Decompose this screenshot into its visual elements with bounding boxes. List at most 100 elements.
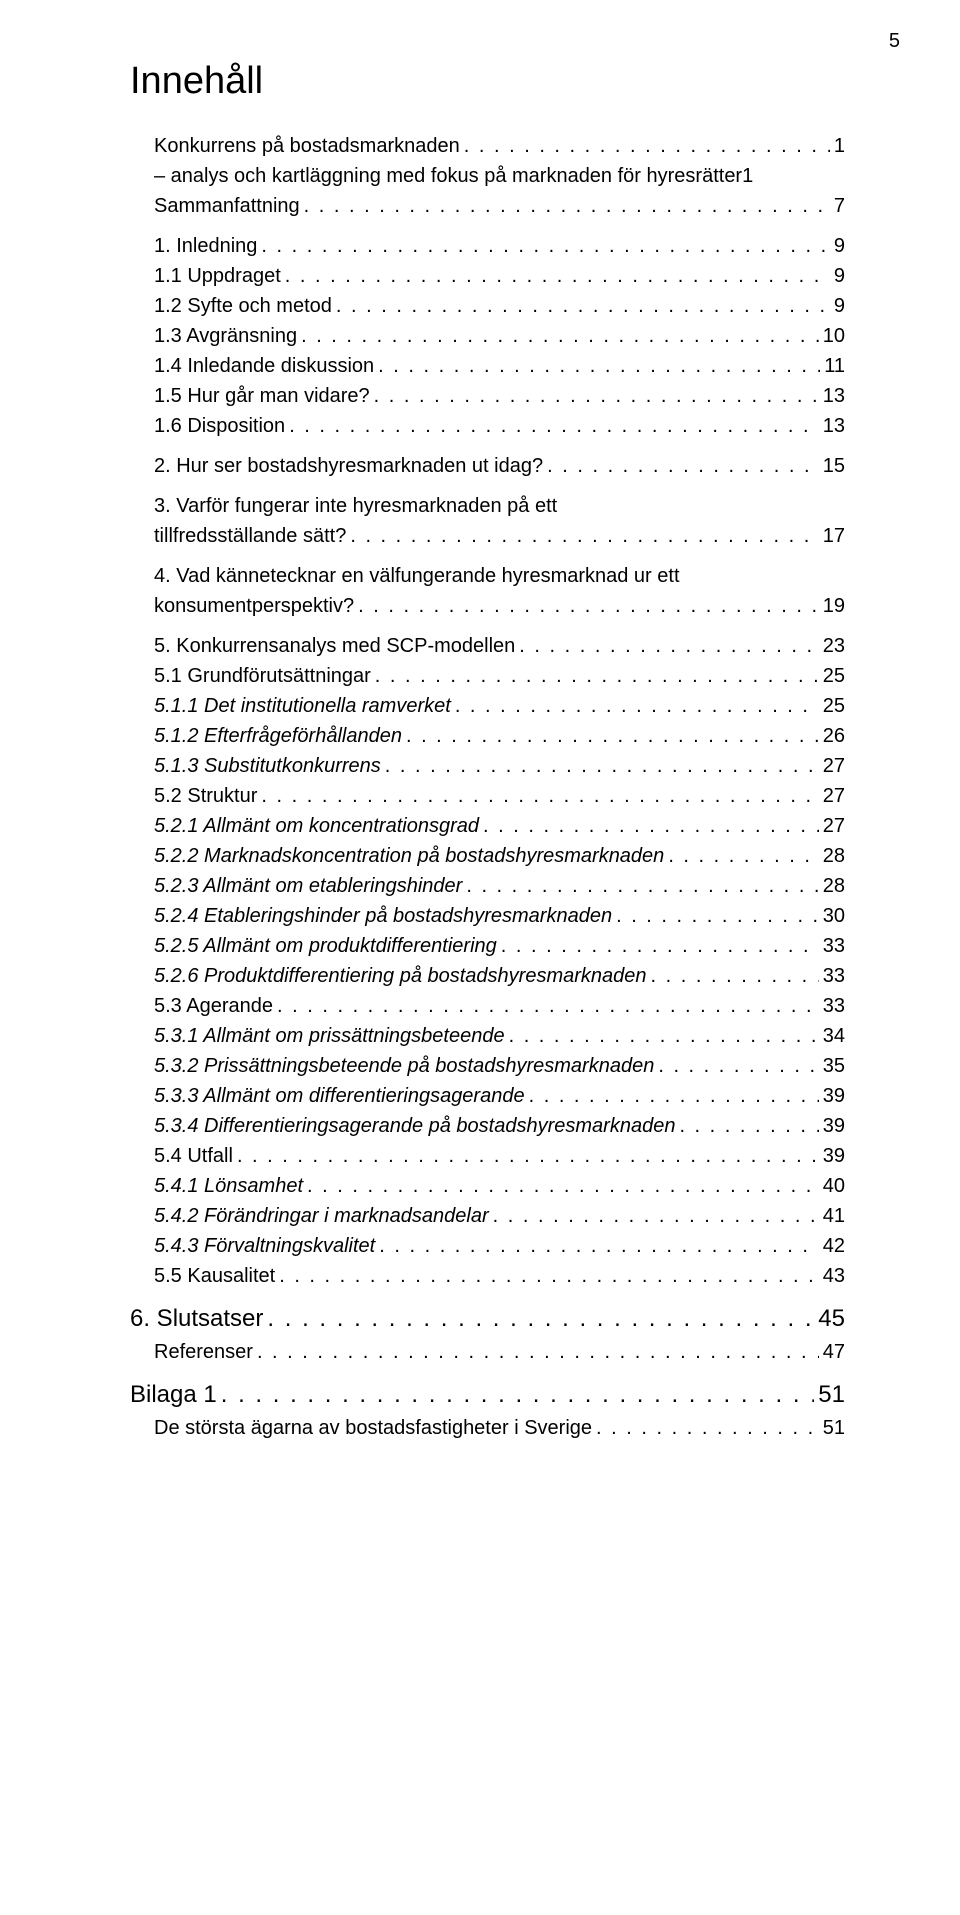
toc-leader-dots: . . . . . . . . . . . . . . . . . . . . … — [303, 1171, 819, 1201]
toc-heading: Innehåll — [130, 60, 845, 103]
toc-leader-dots: . . . . . . . . . . . . . . . . . . . . … — [257, 781, 818, 811]
toc-entry[interactable]: 5.4.3 Förvaltningskvalitet. . . . . . . … — [130, 1231, 845, 1261]
toc-entry[interactable]: 5.2.5 Allmänt om produktdifferentiering.… — [130, 931, 845, 961]
toc-entry[interactable]: 3. Varför fungerar inte hyresmarknaden p… — [130, 491, 845, 551]
toc-entry[interactable]: 4. Vad kännetecknar en välfungerande hyr… — [130, 561, 845, 621]
toc-entry-page: 27 — [819, 811, 845, 841]
toc-entry[interactable]: 6. Slutsatser. . . . . . . . . . . . . .… — [130, 1301, 845, 1337]
toc-entry[interactable]: 5.2 Struktur. . . . . . . . . . . . . . … — [130, 781, 845, 811]
toc-entry-label: Sammanfattning — [154, 191, 300, 221]
toc-leader-dots: . . . . . . . . . . . . . . . . . . . . … — [381, 751, 819, 781]
toc-leader-dots: . . . . . . . . . . . . . . . . . . . . … — [370, 381, 819, 411]
toc-entry[interactable]: 5.5 Kausalitet. . . . . . . . . . . . . … — [130, 1261, 845, 1291]
toc-entry[interactable]: 5.2.3 Allmänt om etableringshinder. . . … — [130, 871, 845, 901]
toc-entry-label: tillfredsställande sätt? — [154, 521, 346, 551]
toc-entry[interactable]: Konkurrens på bostadsmarknaden. . . . . … — [130, 131, 845, 161]
toc-entry[interactable]: 5.2.6 Produktdifferentiering på bostadsh… — [130, 961, 845, 991]
toc-entry-page: 23 — [819, 631, 845, 661]
toc-entry-page: 1 — [830, 131, 845, 161]
toc-leader-dots: . . . . . . . . . . . . . . . . . . . . … — [371, 661, 819, 691]
toc-entry-page: 27 — [819, 751, 845, 781]
toc-entry-label: 5. Konkurrensanalys med SCP-modellen — [154, 631, 515, 661]
toc-entry-label: 1.6 Disposition — [154, 411, 285, 441]
toc-entry[interactable]: 5.3 Agerande. . . . . . . . . . . . . . … — [130, 991, 845, 1021]
toc-entry[interactable]: 5.2.4 Etableringshinder på bostadshyresm… — [130, 901, 845, 931]
toc-entry-page: 10 — [819, 321, 845, 351]
toc-entry[interactable]: Referenser. . . . . . . . . . . . . . . … — [130, 1337, 845, 1367]
toc-entry-page: 33 — [819, 931, 845, 961]
toc-leader-dots: . . . . . . . . . . . . . . . . . . . . … — [346, 521, 818, 551]
toc-entry-page: 27 — [819, 781, 845, 811]
toc-entry-label: 1.3 Avgränsning — [154, 321, 297, 351]
toc-entry-label: 5.2.2 Marknadskoncentration på bostadshy… — [154, 841, 664, 871]
toc-leader-dots: . . . . . . . . . . . . . . . . . . . . … — [285, 411, 819, 441]
toc-entry-label: 5.4 Utfall — [154, 1141, 233, 1171]
toc-leader-dots: . . . . . . . . . . . . . . . . . . . . … — [253, 1337, 819, 1367]
toc-entry[interactable]: 5.1.1 Det institutionella ramverket. . .… — [130, 691, 845, 721]
toc-entry-label: 5.1 Grundförutsättningar — [154, 661, 371, 691]
toc-entry[interactable]: 1.4 Inledande diskussion. . . . . . . . … — [130, 351, 845, 381]
toc-entry[interactable]: 1.5 Hur går man vidare?. . . . . . . . .… — [130, 381, 845, 411]
toc-entry[interactable]: 1.3 Avgränsning. . . . . . . . . . . . .… — [130, 321, 845, 351]
toc-entry[interactable]: 5.3.4 Differentieringsagerande på bostad… — [130, 1111, 845, 1141]
toc-entry[interactable]: 5.2.1 Allmänt om koncentrationsgrad. . .… — [130, 811, 845, 841]
toc-entry[interactable]: Bilaga 1. . . . . . . . . . . . . . . . … — [130, 1377, 845, 1413]
toc-leader-dots: . . . . . . . . . . . . . . . . . . . . … — [300, 191, 830, 221]
toc-leader-dots: . . . . . . . . . . . . . . . . . . . . … — [462, 871, 818, 901]
toc-entry[interactable]: 5.3.1 Allmänt om prissättningsbeteende. … — [130, 1021, 845, 1051]
toc-entry-page: 35 — [819, 1051, 845, 1081]
toc-entry-page: 9 — [830, 261, 845, 291]
toc-entry[interactable]: 5. Konkurrensanalys med SCP-modellen. . … — [130, 631, 845, 661]
toc-entry[interactable]: 1. Inledning. . . . . . . . . . . . . . … — [130, 231, 845, 261]
toc-entry[interactable]: Sammanfattning. . . . . . . . . . . . . … — [130, 191, 845, 221]
toc-entry[interactable]: 5.1 Grundförutsättningar. . . . . . . . … — [130, 661, 845, 691]
toc-entry-page: 13 — [819, 381, 845, 411]
toc-leader-dots: . . . . . . . . . . . . . . . . . . . . … — [515, 631, 818, 661]
toc-entry[interactable]: 2. Hur ser bostadshyresmarknaden ut idag… — [130, 451, 845, 481]
toc-entry[interactable]: 5.4 Utfall. . . . . . . . . . . . . . . … — [130, 1141, 845, 1171]
toc-entry-page: 41 — [819, 1201, 845, 1231]
toc-leader-dots: . . . . . . . . . . . . . . . . . . . . … — [281, 261, 830, 291]
toc-entry-label: 5.4.2 Förändringar i marknadsandelar — [154, 1201, 489, 1231]
toc-entry-page: 9 — [830, 231, 845, 261]
toc-entry-label: konsumentperspektiv? — [154, 591, 354, 621]
toc-entry-page: 28 — [819, 841, 845, 871]
toc-entry[interactable]: 1.2 Syfte och metod. . . . . . . . . . .… — [130, 291, 845, 321]
toc-entry-label: 5.1.2 Efterfrågeförhållanden — [154, 721, 402, 751]
toc-entry[interactable]: De största ägarna av bostadsfastigheter … — [130, 1413, 845, 1443]
toc-entry-page: 39 — [819, 1081, 845, 1111]
toc-entry[interactable]: 5.1.2 Efterfrågeförhållanden. . . . . . … — [130, 721, 845, 751]
toc-entry[interactable]: 5.2.2 Marknadskoncentration på bostadshy… — [130, 841, 845, 871]
toc-page: 5 Innehåll Konkurrens på bostadsmarknade… — [0, 0, 960, 1503]
toc-entry[interactable]: 1.6 Disposition. . . . . . . . . . . . .… — [130, 411, 845, 441]
toc-entry-label: 1.1 Uppdraget — [154, 261, 281, 291]
toc-entry-page: 51 — [814, 1377, 845, 1413]
toc-entry[interactable]: 1.1 Uppdraget. . . . . . . . . . . . . .… — [130, 261, 845, 291]
toc-entry[interactable]: 5.3.3 Allmänt om differentieringsagerand… — [130, 1081, 845, 1111]
toc-entry-page: 17 — [819, 521, 845, 551]
toc-entry-label: 2. Hur ser bostadshyresmarknaden ut idag… — [154, 451, 543, 481]
toc-entry-label: 5.2.3 Allmänt om etableringshinder — [154, 871, 462, 901]
toc-entry-label: 1.4 Inledande diskussion — [154, 351, 374, 381]
toc-leader-dots: . . . . . . . . . . . . . . . . . . . . … — [664, 841, 818, 871]
toc-entry-page: 11 — [820, 351, 845, 381]
toc-entry-page: 13 — [819, 411, 845, 441]
toc-entry-label: 5.3.2 Prissättningsbeteende på bostadshy… — [154, 1051, 654, 1081]
toc-entry-label: 1. Inledning — [154, 231, 257, 261]
toc-entry-page: 26 — [819, 721, 845, 751]
toc-entry-label: 5.2.1 Allmänt om koncentrationsgrad — [154, 811, 479, 841]
toc-leader-dots: . . . . . . . . . . . . . . . . . . . . … — [497, 931, 819, 961]
toc-entry-label: 5.4.1 Lönsamhet — [154, 1171, 303, 1201]
toc-entry-label: 5.2 Struktur — [154, 781, 257, 811]
toc-leader-dots: . . . . . . . . . . . . . . . . . . . . … — [505, 1021, 819, 1051]
toc-entry[interactable]: – analys och kartläggning med fokus på m… — [130, 161, 845, 191]
toc-entry[interactable]: 5.4.1 Lönsamhet. . . . . . . . . . . . .… — [130, 1171, 845, 1201]
toc-entry-page: 15 — [819, 451, 845, 481]
toc-entry-page: 25 — [819, 661, 845, 691]
toc-entry[interactable]: 5.4.2 Förändringar i marknadsandelar. . … — [130, 1201, 845, 1231]
toc-list: Konkurrens på bostadsmarknaden. . . . . … — [130, 131, 845, 1443]
toc-entry-page: 39 — [819, 1111, 845, 1141]
toc-entry[interactable]: 5.3.2 Prissättningsbeteende på bostadshy… — [130, 1051, 845, 1081]
toc-leader-dots: . . . . . . . . . . . . . . . . . . . . … — [647, 961, 819, 991]
toc-entry[interactable]: 5.1.3 Substitutkonkurrens. . . . . . . .… — [130, 751, 845, 781]
